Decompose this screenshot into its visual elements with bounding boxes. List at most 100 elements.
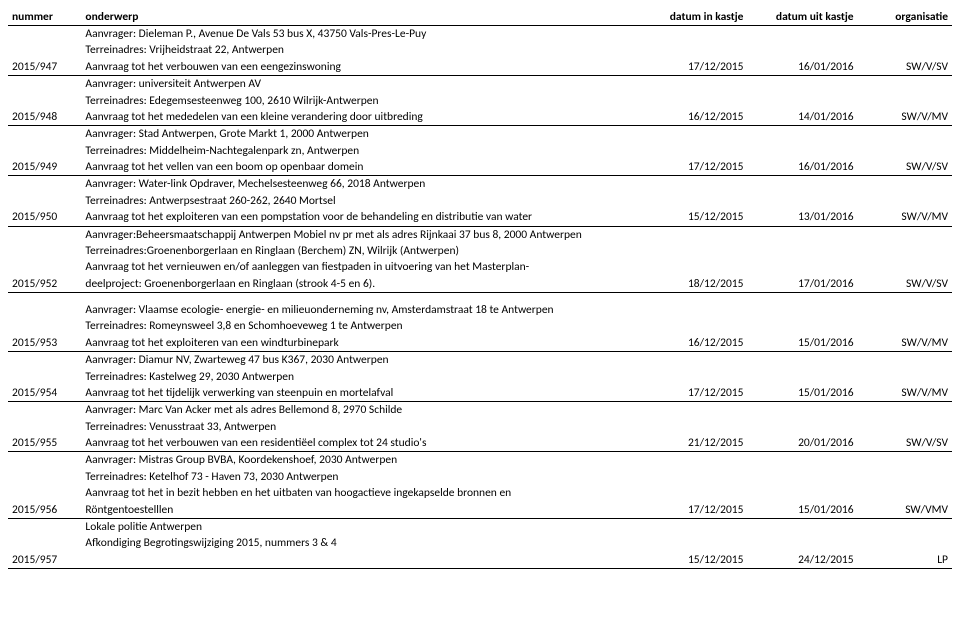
cell-datum-uit xyxy=(747,42,857,58)
table-row: 2015/949Aanvraag tot het vellen van een … xyxy=(8,159,952,176)
cell-datum-in xyxy=(648,352,748,369)
cell-datum-in xyxy=(648,419,748,435)
table-row: 2015/952deelproject: Groenenborgerlaan e… xyxy=(8,276,952,293)
cell-organisatie: SW/V/MV xyxy=(858,385,952,402)
cell-organisatie xyxy=(858,419,952,435)
table-row: Aanvrager: Mistras Group BVBA, Koordeken… xyxy=(8,452,952,469)
cell-organisatie xyxy=(858,93,952,109)
table-row: Terreinadres: Vrijheidstraat 22, Antwerp… xyxy=(8,42,952,58)
cell-onderwerp: deelproject: Groenenborgerlaan en Ringla… xyxy=(81,276,647,293)
cell-nummer xyxy=(8,259,81,275)
cell-datum-uit: 15/01/2016 xyxy=(747,335,857,352)
cell-onderwerp: Aanvrager: Mistras Group BVBA, Koordeken… xyxy=(81,452,647,469)
table-row: Aanvrager: Vlaamse ecologie- energie- en… xyxy=(8,293,952,319)
cell-datum-in: 15/12/2015 xyxy=(648,209,748,226)
cell-nummer xyxy=(8,293,81,319)
cell-datum-uit: 20/01/2016 xyxy=(747,435,857,452)
table-row: Aanvrager: Stad Antwerpen, Grote Markt 1… xyxy=(8,126,952,143)
cell-nummer xyxy=(8,352,81,369)
cell-nummer xyxy=(8,518,81,535)
cell-datum-uit xyxy=(747,226,857,243)
cell-onderwerp: Terreinadres: Vrijheidstraat 22, Antwerp… xyxy=(81,42,647,58)
table-row: 2015/954Aanvraag tot het tijdelijk verwe… xyxy=(8,385,952,402)
cell-datum-uit xyxy=(747,419,857,435)
cell-organisatie: SW/V/SV xyxy=(858,435,952,452)
table-row: Afkondiging Begrotingswijziging 2015, nu… xyxy=(8,535,952,551)
table-row: 2015/95715/12/201524/12/2015LP xyxy=(8,552,952,569)
cell-datum-in xyxy=(648,452,748,469)
cell-datum-in xyxy=(648,518,748,535)
cell-onderwerp: Aanvrager: Diamur NV, Zwarteweg 47 bus K… xyxy=(81,352,647,369)
cell-nummer xyxy=(8,535,81,551)
cell-datum-in xyxy=(648,402,748,419)
cell-nummer xyxy=(8,226,81,243)
table-row: 2015/950Aanvraag tot het exploiteren van… xyxy=(8,209,952,226)
cell-onderwerp: Terreinadres: Ketelhof 73 - Haven 73, 20… xyxy=(81,469,647,485)
cell-nummer xyxy=(8,469,81,485)
table-row: Aanvraag tot het vernieuwen en/of aanleg… xyxy=(8,259,952,275)
cell-nummer xyxy=(8,126,81,143)
cell-onderwerp: Röntgentoestelllen xyxy=(81,502,647,519)
table-row: Aanvrager:Beheersmaatschappij Antwerpen … xyxy=(8,226,952,243)
table-row: Aanvrager: Dieleman P., Avenue De Vals 5… xyxy=(8,26,952,43)
cell-datum-uit xyxy=(747,452,857,469)
table-row: Aanvraag tot het in bezit hebben en het … xyxy=(8,485,952,501)
table-row: Aanvrager: universiteit Antwerpen AV xyxy=(8,76,952,93)
table-row: Terreinadres: Middelheim-Nachtegalenpark… xyxy=(8,143,952,159)
cell-nummer: 2015/955 xyxy=(8,435,81,452)
cell-datum-in xyxy=(648,318,748,334)
cell-datum-in: 16/12/2015 xyxy=(648,109,748,126)
cell-datum-in xyxy=(648,143,748,159)
cell-nummer xyxy=(8,193,81,209)
cell-datum-in: 17/12/2015 xyxy=(648,159,748,176)
cell-organisatie xyxy=(858,226,952,243)
cell-datum-in xyxy=(648,535,748,551)
cell-nummer: 2015/954 xyxy=(8,385,81,402)
cell-onderwerp xyxy=(81,552,647,569)
cell-datum-uit: 24/12/2015 xyxy=(747,552,857,569)
cell-datum-uit xyxy=(747,176,857,193)
cell-datum-uit xyxy=(747,485,857,501)
cell-datum-in: 15/12/2015 xyxy=(648,552,748,569)
cell-datum-in xyxy=(648,42,748,58)
cell-onderwerp: Aanvraag tot het vernieuwen en/of aanleg… xyxy=(81,259,647,275)
cell-onderwerp: Terreinadres: Edegemsesteenweg 100, 2610… xyxy=(81,93,647,109)
cell-nummer: 2015/956 xyxy=(8,502,81,519)
cell-datum-in xyxy=(648,485,748,501)
cell-onderwerp: Aanvraag tot het vellen van een boom op … xyxy=(81,159,647,176)
cell-organisatie xyxy=(858,535,952,551)
cell-nummer xyxy=(8,143,81,159)
cell-organisatie xyxy=(858,318,952,334)
table-row: Terreinadres: Edegemsesteenweg 100, 2610… xyxy=(8,93,952,109)
cell-organisatie: SW/VMV xyxy=(858,502,952,519)
cell-nummer xyxy=(8,452,81,469)
cell-nummer: 2015/948 xyxy=(8,109,81,126)
cell-organisatie: SW/V/SV xyxy=(858,276,952,293)
cell-datum-in xyxy=(648,93,748,109)
cell-onderwerp: Aanvraag tot het tijdelijk verwerking va… xyxy=(81,385,647,402)
cell-onderwerp: Lokale politie Antwerpen xyxy=(81,518,647,535)
cell-datum-in xyxy=(648,243,748,259)
cell-nummer: 2015/947 xyxy=(8,59,81,76)
cell-datum-uit xyxy=(747,243,857,259)
cell-organisatie xyxy=(858,293,952,319)
cell-nummer: 2015/949 xyxy=(8,159,81,176)
cell-datum-uit xyxy=(747,76,857,93)
cell-datum-in: 18/12/2015 xyxy=(648,276,748,293)
cell-organisatie: SW/V/MV xyxy=(858,109,952,126)
cell-onderwerp: Aanvrager: universiteit Antwerpen AV xyxy=(81,76,647,93)
cell-datum-uit xyxy=(747,26,857,43)
cell-organisatie: SW/V/SV xyxy=(858,59,952,76)
cell-organisatie xyxy=(858,193,952,209)
cell-organisatie xyxy=(858,126,952,143)
cell-datum-uit: 13/01/2016 xyxy=(747,209,857,226)
cell-datum-in: 21/12/2015 xyxy=(648,435,748,452)
cell-nummer: 2015/953 xyxy=(8,335,81,352)
cell-datum-in xyxy=(648,126,748,143)
table-row: Terreinadres: Kastelweg 29, 2030 Antwerp… xyxy=(8,369,952,385)
cell-onderwerp: Aanvrager: Dieleman P., Avenue De Vals 5… xyxy=(81,26,647,43)
cell-onderwerp: Aanvraag tot het in bezit hebben en het … xyxy=(81,485,647,501)
cell-organisatie xyxy=(858,402,952,419)
cell-nummer xyxy=(8,243,81,259)
cell-nummer xyxy=(8,419,81,435)
